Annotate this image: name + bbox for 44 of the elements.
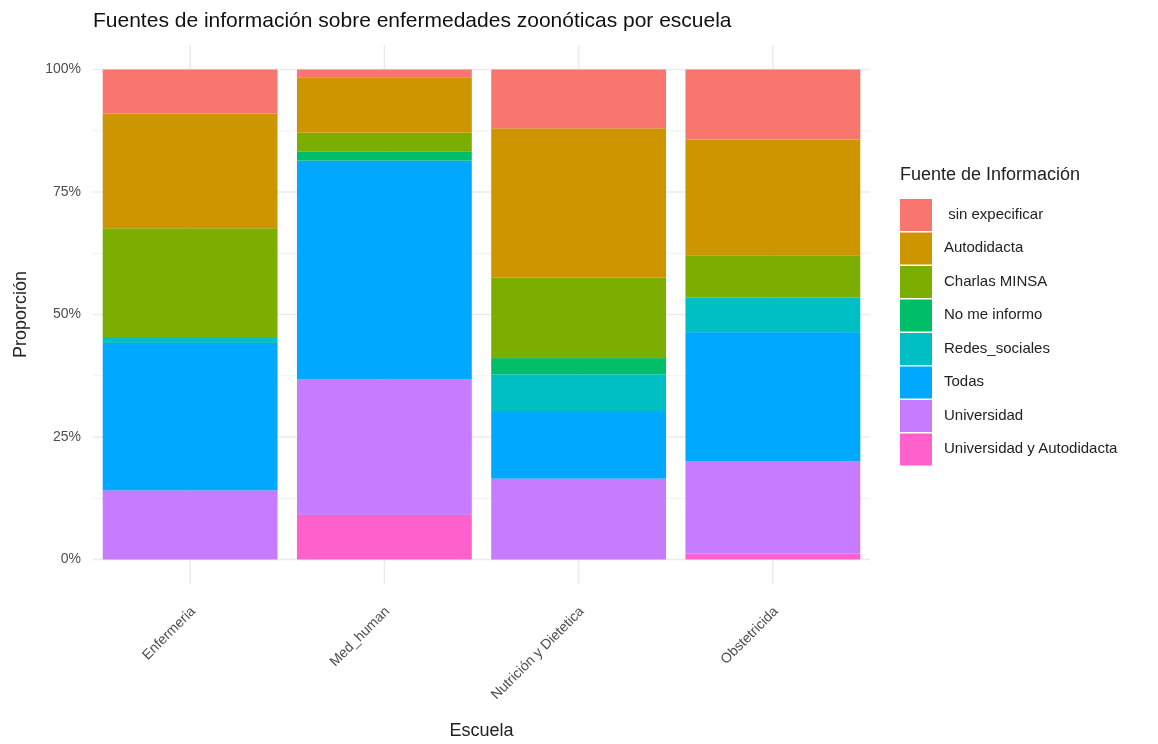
- bar: [102, 228, 278, 338]
- y-tick-label: 100%: [45, 60, 81, 77]
- y-axis-title: Proporción: [10, 270, 30, 359]
- bar: [102, 337, 278, 343]
- legend-label: sin expecificar: [944, 204, 1044, 222]
- bar: [296, 132, 472, 152]
- bar: [491, 358, 667, 375]
- legend-label: Todas: [944, 372, 985, 390]
- bar: [685, 255, 861, 298]
- legend-title: Fuente de Información: [900, 164, 1081, 184]
- bar: [296, 151, 472, 161]
- bar: [491, 374, 667, 412]
- x-axis-title: Escuela: [449, 720, 515, 740]
- bar: [685, 332, 861, 462]
- bar: [685, 139, 861, 256]
- bar: [102, 69, 278, 114]
- legend-label: Redes_sociales: [944, 338, 1050, 356]
- legend-label: Charlas MINSA: [944, 271, 1048, 289]
- chart-title: Fuentes de información sobre enfermedades zoonóticas por escuela: [93, 8, 732, 31]
- bar: [102, 342, 278, 491]
- bar: [491, 478, 667, 560]
- bar: [491, 69, 667, 129]
- bar: [102, 490, 278, 560]
- bar: [491, 128, 667, 278]
- bar: [685, 461, 861, 554]
- bar: [296, 69, 472, 78]
- bar: [296, 77, 472, 133]
- bar: [296, 379, 472, 515]
- bar: [102, 113, 278, 229]
- bar: [685, 297, 861, 333]
- y-tick-label: 50%: [52, 305, 81, 322]
- y-tick-label: 75%: [52, 182, 81, 199]
- y-tick-label: 25%: [52, 427, 81, 444]
- bar: [491, 411, 667, 479]
- y-tick-label: 0%: [60, 550, 81, 567]
- legend-label: Universidad: [944, 405, 1024, 423]
- bar: [491, 277, 667, 359]
- legend-label: No me informo: [944, 305, 1043, 323]
- bar: [685, 69, 861, 140]
- bar: [296, 514, 472, 560]
- legend-label: Universidad y Autodidacta: [944, 439, 1119, 457]
- bar: [296, 160, 472, 380]
- legend-label: Autodidacta: [944, 238, 1024, 256]
- bar: [685, 553, 861, 560]
